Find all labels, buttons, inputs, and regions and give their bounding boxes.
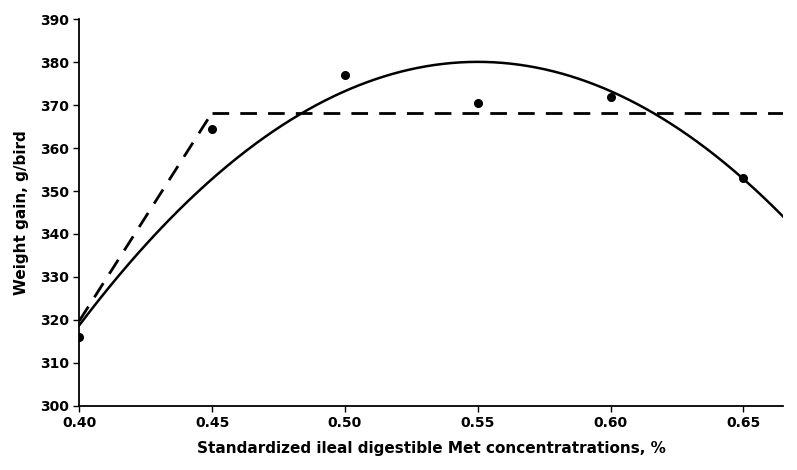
Y-axis label: Weight gain, g/bird: Weight gain, g/bird xyxy=(14,130,29,295)
X-axis label: Standardized ileal digestible Met concentratrations, %: Standardized ileal digestible Met concen… xyxy=(197,441,665,456)
